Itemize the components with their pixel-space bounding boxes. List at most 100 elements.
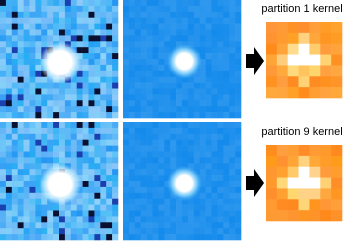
pixel — [100, 35, 107, 42]
pixel — [152, 181, 159, 188]
pixel — [112, 163, 119, 170]
kernel-cell — [331, 22, 343, 34]
pixel — [88, 23, 95, 30]
pixel — [152, 175, 159, 182]
pixel — [134, 151, 141, 158]
pixel — [11, 59, 18, 66]
pixel — [35, 151, 42, 158]
pixel — [205, 122, 212, 129]
pixel — [29, 222, 36, 229]
pixel — [47, 216, 54, 223]
pixel — [41, 163, 48, 170]
kernel-cell — [287, 32, 299, 45]
pixel — [205, 47, 212, 54]
pixel — [199, 216, 206, 223]
pixel — [134, 181, 141, 188]
pixel — [53, 216, 60, 223]
pixel — [134, 53, 141, 60]
pixel — [76, 133, 83, 140]
pixel — [205, 222, 212, 229]
pixel — [70, 106, 77, 113]
pixel — [112, 35, 119, 42]
kernel-cell — [276, 22, 289, 34]
pixel — [64, 88, 72, 95]
pixel — [211, 17, 218, 24]
pixel — [100, 186, 107, 194]
pixel — [47, 11, 54, 18]
pixel — [217, 76, 224, 83]
pixel — [164, 133, 171, 140]
pixel — [182, 198, 189, 205]
kernel-cell — [287, 54, 299, 66]
pixel — [164, 169, 171, 176]
pixel — [146, 163, 153, 170]
pixel — [29, 169, 36, 176]
pixel — [0, 192, 7, 199]
pixel — [229, 198, 236, 205]
pixel — [229, 192, 236, 199]
pixel — [11, 181, 18, 188]
pixel — [217, 23, 224, 30]
pixel — [170, 122, 177, 129]
pixel — [176, 29, 183, 36]
pixel — [5, 29, 13, 36]
pixel — [217, 234, 224, 241]
pixel — [128, 76, 136, 83]
pixel — [193, 234, 200, 241]
pixel — [123, 133, 130, 140]
pixel — [158, 133, 165, 140]
pixel — [182, 88, 189, 95]
pixel — [53, 228, 60, 235]
kernel-cell — [287, 210, 299, 222]
pixel — [223, 145, 230, 152]
pixel — [100, 53, 107, 60]
pixel — [223, 192, 230, 199]
pixel — [53, 222, 60, 229]
pixel — [106, 35, 113, 42]
pixel — [5, 41, 13, 48]
pixel — [176, 112, 183, 119]
kernel-cell — [266, 43, 278, 55]
pixel — [94, 210, 101, 217]
pixel — [205, 23, 212, 30]
pixel — [164, 228, 171, 235]
pixel — [76, 163, 83, 170]
pixel — [223, 59, 230, 66]
pixel — [88, 151, 95, 158]
pixel — [76, 17, 83, 24]
pixel — [199, 133, 206, 140]
pixel — [82, 112, 89, 119]
pixel — [211, 163, 218, 170]
pixel — [23, 175, 30, 182]
kernel-cell — [298, 22, 310, 34]
pixel — [11, 151, 18, 158]
pixel — [134, 88, 141, 95]
pixel — [70, 145, 77, 152]
pixel — [17, 186, 24, 194]
pixel — [59, 11, 66, 18]
pixel — [0, 216, 7, 223]
pixel — [176, 82, 183, 89]
pixel — [235, 216, 242, 223]
pixel — [187, 122, 195, 129]
pixel — [176, 106, 183, 113]
pixel — [47, 210, 54, 217]
pixel — [76, 112, 83, 119]
pixel — [128, 181, 136, 188]
pixel — [70, 216, 77, 223]
pixel — [35, 88, 42, 95]
pixel — [76, 11, 83, 18]
pixel — [29, 47, 36, 54]
pixel — [88, 204, 95, 211]
pixel — [134, 122, 141, 129]
pixel — [5, 0, 13, 7]
pixel — [140, 64, 147, 72]
pixel — [106, 53, 113, 60]
pixel — [164, 210, 171, 217]
pixel — [199, 82, 206, 89]
pixel — [211, 228, 218, 235]
pixel — [211, 210, 218, 217]
pixel — [158, 29, 165, 36]
pixel — [164, 94, 171, 101]
